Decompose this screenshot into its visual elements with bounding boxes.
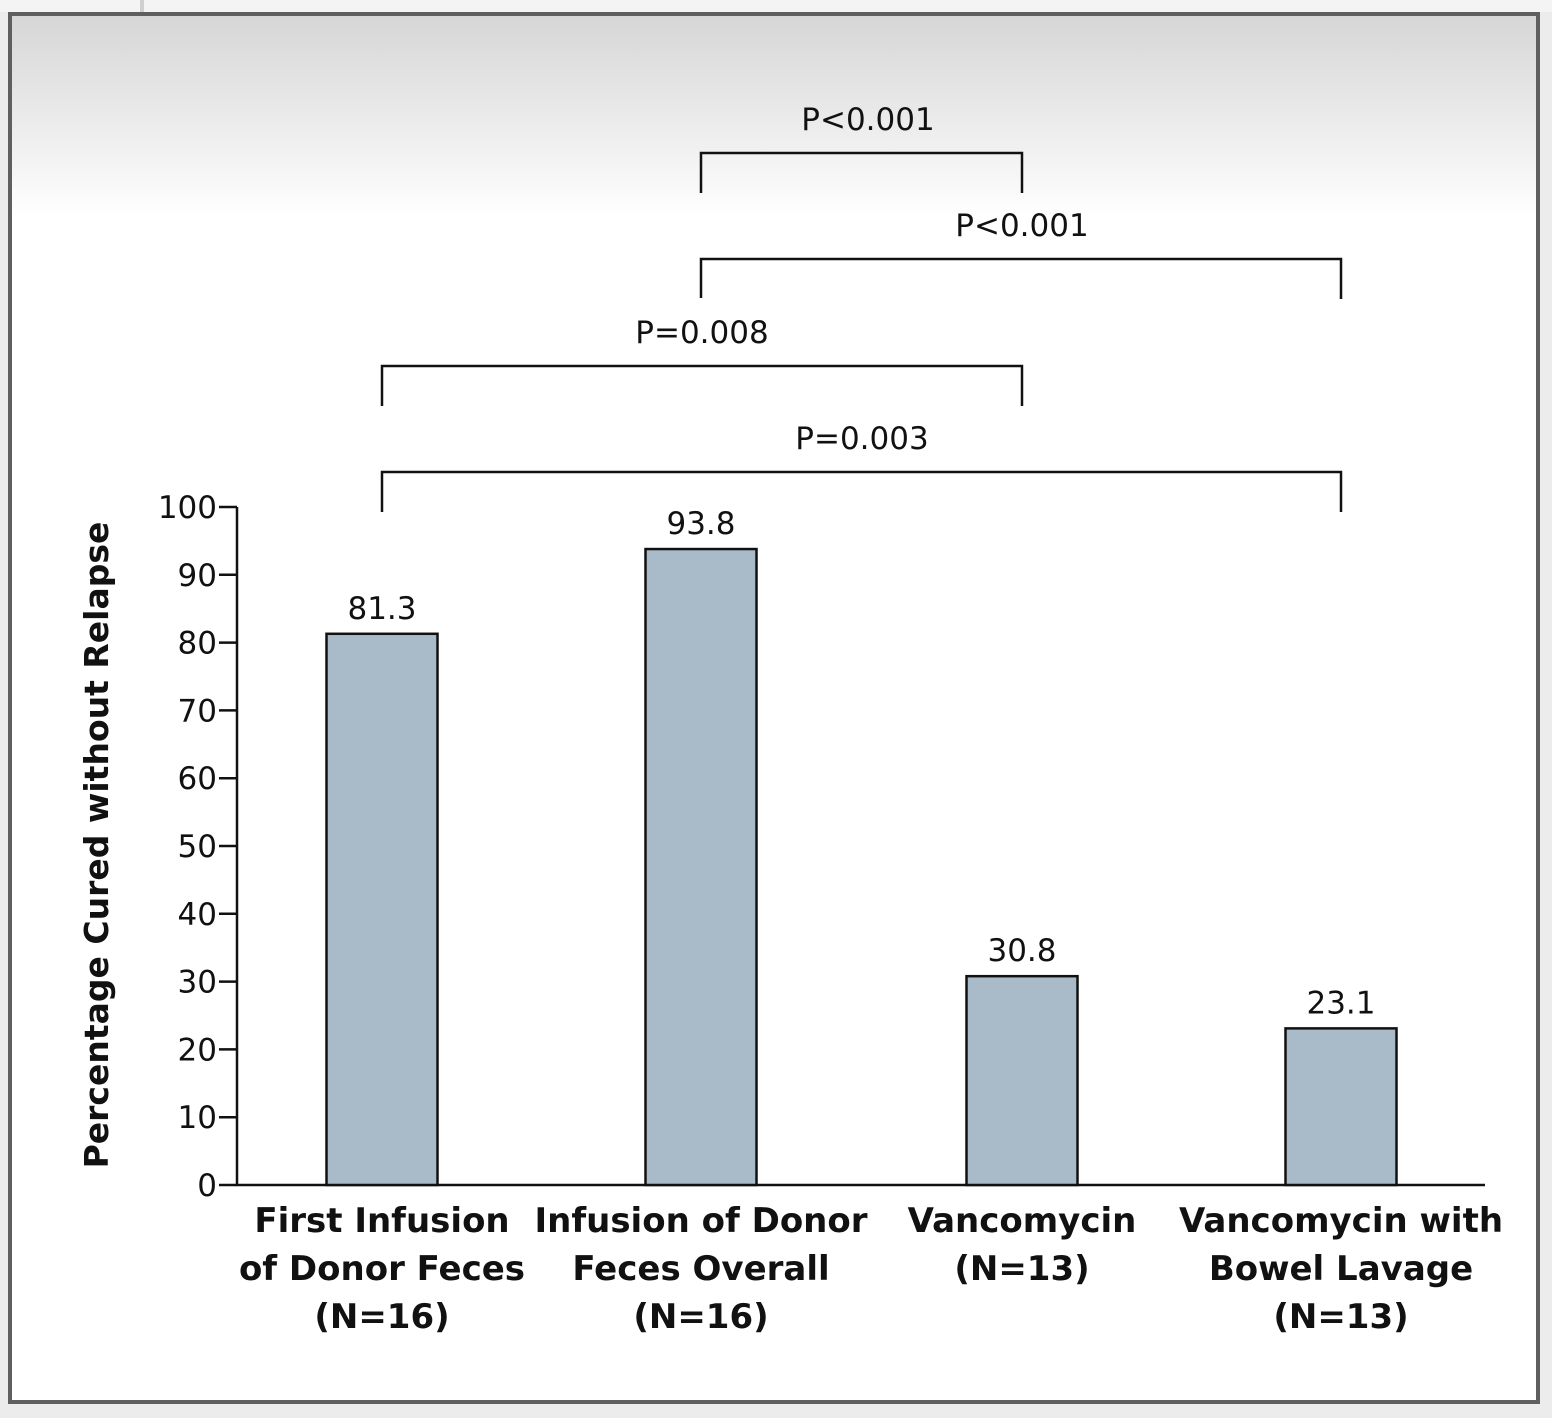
bar — [644, 547, 758, 1187]
category-label: (N=13) — [1273, 1297, 1408, 1337]
bar — [325, 632, 439, 1187]
y-axis-label: Percentage Cured without Relapse — [77, 522, 116, 1169]
significance-bracket — [699, 151, 1024, 193]
category-label: of Donor Feces — [239, 1249, 525, 1289]
bar — [965, 974, 1079, 1187]
top-strip — [0, 0, 1552, 12]
y-tick-label: 10 — [178, 1100, 217, 1136]
y-tick-label: 0 — [197, 1168, 217, 1204]
y-tick-label: 40 — [178, 897, 217, 933]
p-value-label: P<0.001 — [955, 208, 1088, 244]
y-tick-label: 70 — [178, 693, 217, 729]
bars — [325, 547, 1398, 1187]
p-value-label: P=0.003 — [795, 421, 928, 457]
significance-bracket — [380, 470, 1343, 512]
category-label: Vancomycin — [908, 1201, 1137, 1241]
tab-notch — [140, 0, 144, 12]
y-axis: 0 10 20 30 40 50 60 70 80 90 100 — [158, 490, 239, 1204]
bar-value-label: 93.8 — [666, 506, 735, 542]
p-value-label: P=0.008 — [635, 315, 768, 351]
category-label: (N=16) — [633, 1297, 768, 1337]
bar — [1284, 1027, 1398, 1187]
y-tick-label: 100 — [158, 490, 217, 526]
category-label: First Infusion — [254, 1201, 509, 1241]
y-tick-label: 80 — [178, 626, 217, 662]
y-tick-label: 30 — [178, 965, 217, 1001]
category-label: Vancomycin with — [1179, 1201, 1503, 1241]
y-tick-label: 90 — [178, 558, 217, 594]
bar-value-label: 30.8 — [987, 933, 1056, 969]
category-label: Infusion of Donor — [534, 1201, 867, 1241]
y-tick-label: 20 — [178, 1032, 217, 1068]
p-value-label: P<0.001 — [801, 102, 934, 138]
y-tick-label: 60 — [178, 761, 217, 797]
category-label: Feces Overall — [572, 1249, 829, 1289]
bar-value-label: 81.3 — [347, 591, 416, 627]
y-tick-label: 50 — [178, 829, 217, 865]
category-label: Bowel Lavage — [1209, 1249, 1473, 1289]
significance-brackets: P<0.001 P<0.001 P=0.008 P=0.003 — [380, 102, 1343, 512]
significance-bracket — [380, 364, 1024, 406]
value-labels: 81.3 93.8 30.8 23.1 — [347, 506, 1375, 1021]
bar-value-label: 23.1 — [1306, 985, 1375, 1021]
category-labels: First Infusion of Donor Feces (N=16) Infusi… — [239, 1201, 1503, 1337]
category-label: (N=13) — [954, 1249, 1089, 1289]
category-label: (N=16) — [314, 1297, 449, 1337]
significance-bracket — [699, 257, 1343, 299]
